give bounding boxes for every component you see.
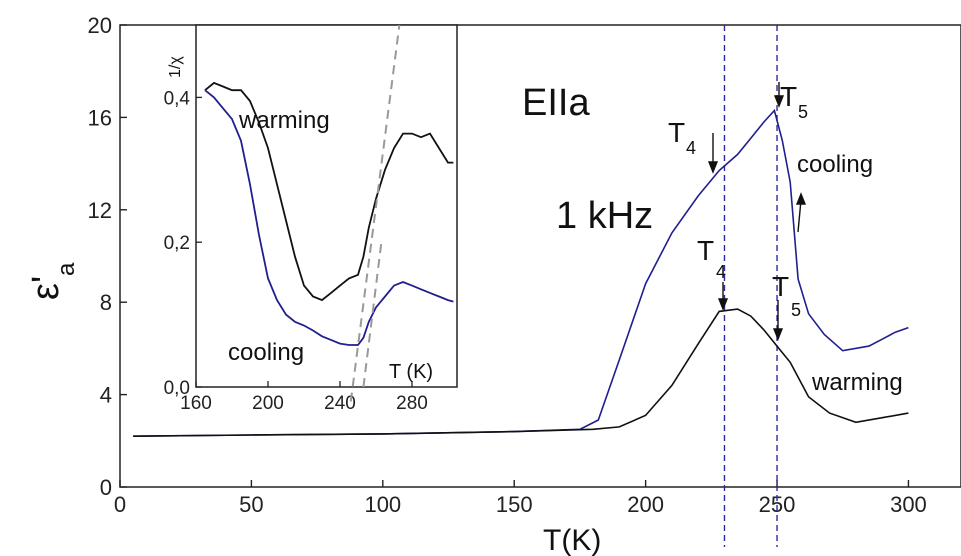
inset-series-cooling: [204, 89, 454, 346]
y-tick-label: 20: [88, 13, 112, 38]
frequency-label: 1 kHz: [556, 195, 653, 237]
y-tick-label: 4: [100, 383, 112, 408]
inset-x-tick-label: 160: [180, 393, 212, 414]
inset-frame: [195, 24, 458, 388]
y-tick-label: 16: [88, 105, 112, 130]
main-vlines: [723, 25, 778, 547]
main-plot-frame: [119, 24, 961, 488]
main-series: [133, 108, 909, 437]
inset-y-tick-label: 0,4: [164, 88, 191, 109]
T4-warm-sub: 4: [716, 262, 726, 282]
arrow-T4-warm-head: [717, 298, 729, 311]
x-tick-label: 200: [627, 492, 664, 517]
x-tick-label: 150: [496, 492, 533, 517]
inset-series-fit-1: [349, 24, 401, 402]
x-tick-label: 0: [114, 492, 126, 517]
inset-x-tick-label: 200: [252, 393, 284, 414]
T5-warm-label: T: [772, 271, 789, 302]
inset-series-warming: [204, 81, 454, 302]
inset-series-fit-2: [362, 242, 383, 388]
arrow-T5-cool-head: [773, 95, 785, 108]
inset-cooling-label: cooling: [228, 339, 304, 366]
main-ylabel-sub: a: [53, 262, 80, 276]
inset-warming-label: warming: [238, 107, 330, 134]
arrow-cooling-dir-head: [795, 192, 807, 205]
inset-x-tick-label: 240: [324, 393, 356, 414]
inset-xlabel: T (K): [389, 361, 433, 383]
T4-cool-label: T: [668, 117, 685, 148]
x-tick-label: 50: [239, 492, 263, 517]
series-warming: [133, 308, 909, 437]
T5-warm-sub: 5: [791, 300, 801, 320]
y-tick-label: 8: [100, 290, 112, 315]
cooling-annotation: cooling: [797, 151, 873, 178]
T5-cool-sub: 5: [798, 102, 808, 122]
inset-y-tick-label: 0,0: [164, 378, 190, 399]
T4-cool-sub: 4: [686, 138, 696, 158]
main-ylabel: ε' a: [25, 262, 80, 300]
y-tick-label: 12: [88, 198, 112, 223]
y-tick-label: 0: [100, 475, 112, 500]
warming-annotation: warming: [811, 369, 903, 396]
arrows: [707, 82, 807, 341]
arrow-cooling-dir: [797, 199, 802, 233]
inset-ticks: 160 200 240 280 0,0 0,2 0,4: [164, 88, 428, 414]
x-tick-label: 300: [890, 492, 927, 517]
arrow-T5-warm-head: [772, 328, 784, 341]
inset-series: [204, 24, 454, 402]
T5-cool-label: T: [780, 81, 797, 112]
main-xlabel: T(K): [543, 524, 601, 556]
inset-y-tick-label: 0,2: [164, 233, 190, 254]
main-ylabel-main: ε': [25, 276, 67, 300]
arrow-T4-cool-head: [707, 161, 719, 174]
T4-warm-label: T: [697, 235, 714, 266]
inset-x-tick-label: 280: [396, 393, 428, 414]
x-tick-label: 100: [364, 492, 401, 517]
inset-ylabel: 1/χ: [167, 56, 184, 78]
sample-label: EIIa: [522, 82, 590, 124]
